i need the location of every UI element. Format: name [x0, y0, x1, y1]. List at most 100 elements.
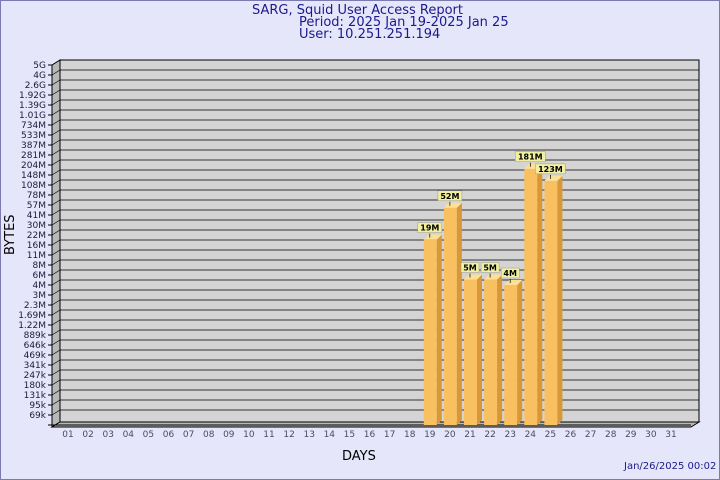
- x-tick-label: 11: [263, 430, 274, 440]
- x-tick-label: 04: [123, 430, 135, 440]
- grid-line-side: [51, 229, 61, 236]
- x-tick-label: 09: [223, 430, 235, 440]
- grid-line-side: [51, 239, 61, 246]
- bar-side-21: [477, 274, 482, 425]
- data-label-22: 5M: [483, 263, 497, 272]
- x-tick-label: 03: [102, 430, 113, 440]
- grid-line-side: [51, 279, 61, 286]
- y-tick-label: 4G: [33, 71, 46, 81]
- y-tick-label: 57M: [27, 201, 46, 211]
- grid-line-side: [51, 59, 61, 66]
- x-tick-label: 25: [545, 430, 556, 440]
- plot-side-wall: [51, 59, 61, 428]
- plot-back-wall: [59, 59, 700, 423]
- x-tick-label: 18: [404, 430, 416, 440]
- y-tick-label: 69k: [29, 411, 46, 421]
- bar-side-25: [557, 175, 563, 425]
- x-tick-label: 24: [525, 430, 537, 440]
- x-tick-label: 17: [384, 430, 395, 440]
- data-label-19: 19M: [420, 224, 439, 233]
- x-tick-label: 02: [82, 430, 93, 440]
- grid-line-side: [51, 219, 61, 226]
- grid-line-side: [51, 69, 61, 76]
- y-tick-label: 469k: [24, 351, 47, 361]
- report-title: SARG, Squid User Access Report: [252, 3, 463, 18]
- grid-line-side: [51, 249, 61, 256]
- y-tick-label: 148M: [21, 171, 46, 181]
- x-tick-label: 28: [605, 430, 617, 440]
- bar-side-22: [497, 274, 503, 425]
- bar-20: [443, 207, 457, 425]
- grid-line-side: [51, 309, 61, 316]
- y-tick-label: 247k: [24, 371, 47, 381]
- y-tick-label: 5G: [33, 61, 46, 71]
- y-tick-label: 646k: [24, 341, 47, 351]
- bar-top-20: [443, 202, 462, 208]
- x-tick-label: 05: [143, 430, 154, 440]
- grid-line-side: [51, 99, 61, 106]
- y-tick-label: 1.22M: [18, 321, 46, 331]
- grid-line-side: [51, 129, 61, 136]
- grid-line-side: [51, 329, 61, 336]
- y-tick-label: 1.39G: [19, 101, 46, 111]
- grid-line-side: [51, 319, 61, 326]
- y-tick-label: 387M: [21, 141, 46, 151]
- y-tick-label: 3M: [33, 291, 47, 301]
- data-label-box: [460, 262, 480, 273]
- y-tick-label: 131k: [24, 391, 47, 401]
- grid-line-side: [51, 379, 61, 386]
- x-tick-label: 12: [283, 430, 294, 440]
- y-tick-label: 341k: [24, 361, 47, 371]
- bar-side-20: [456, 202, 462, 425]
- y-tick-label: 281M: [21, 151, 46, 161]
- y-tick-label: 8M: [33, 261, 47, 271]
- y-tick-label: 2.3M: [24, 301, 46, 311]
- y-tick-label: 734M: [21, 121, 46, 131]
- grid-line-side: [51, 269, 61, 276]
- bar-top-19: [423, 234, 442, 240]
- grid-line-side: [51, 109, 61, 116]
- grid-line-side: [51, 209, 61, 216]
- data-label-box: [480, 262, 500, 273]
- x-tick-label: 30: [645, 430, 657, 440]
- x-tick-label: 15: [344, 430, 355, 440]
- grid-line-side: [51, 189, 61, 196]
- grid-line-side: [51, 299, 61, 306]
- data-label-24: 181M: [518, 153, 543, 162]
- x-tick-label: 22: [484, 430, 495, 440]
- grid-line-side: [51, 409, 61, 416]
- bar-22: [484, 279, 498, 425]
- bar-23: [504, 285, 518, 425]
- bar-21: [464, 279, 477, 425]
- y-tick-label: 95k: [29, 401, 46, 411]
- grid-line-side: [51, 259, 61, 266]
- y-tick-label: 889k: [24, 331, 47, 341]
- x-axis-label: DAYS: [342, 449, 376, 464]
- bar-25: [544, 180, 558, 425]
- y-tick-label: 41M: [27, 211, 46, 221]
- x-tick-label: 26: [565, 430, 577, 440]
- y-tick-label: 11M: [27, 251, 46, 261]
- y-tick-label: 180k: [24, 381, 47, 391]
- x-tick-label: 01: [62, 430, 73, 440]
- y-tick-label: 16M: [27, 241, 46, 251]
- x-tick-label: 27: [585, 430, 596, 440]
- grid-line-side: [51, 349, 61, 356]
- generated-timestamp: Jan/26/2025 00:02: [624, 461, 717, 472]
- x-tick-label: 29: [625, 430, 637, 440]
- bar-side-23: [517, 280, 523, 425]
- bar-side-19: [436, 234, 442, 425]
- y-tick-label: 78M: [27, 191, 46, 201]
- bar-top-23: [504, 280, 523, 285]
- grid-line-side: [51, 369, 61, 376]
- x-tick-label: 19: [424, 430, 436, 440]
- y-tick-label: 4M: [33, 281, 47, 291]
- grid-line-side: [51, 389, 61, 396]
- y-axis-label: BYTES: [3, 214, 18, 255]
- y-tick-label: 1.92G: [19, 91, 46, 101]
- data-label-box: [515, 151, 546, 162]
- y-tick-label: 108M: [21, 181, 46, 191]
- bar-side-24: [537, 163, 543, 425]
- x-tick-label: 06: [163, 430, 175, 440]
